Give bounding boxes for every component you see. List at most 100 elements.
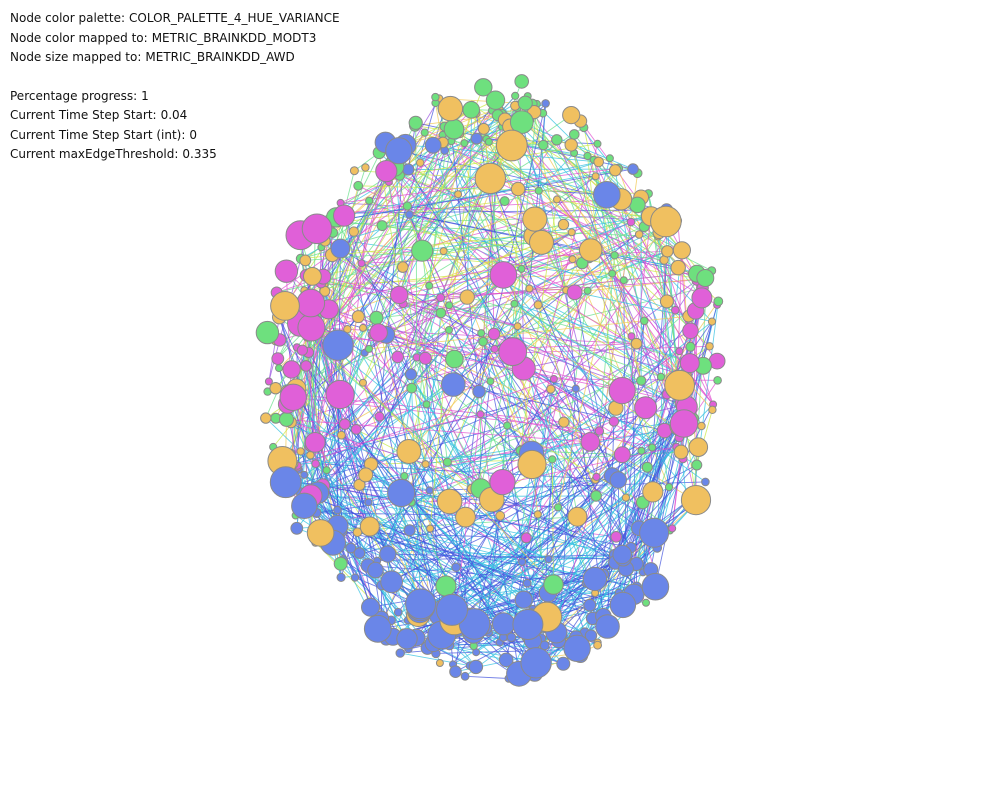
graph-node [634, 396, 658, 420]
info-spacer [10, 69, 340, 88]
graph-node [484, 137, 493, 146]
progress-value: 1 [141, 88, 149, 103]
graph-node [406, 382, 418, 394]
graph-edge [382, 225, 659, 237]
graph-edge [378, 152, 427, 465]
graph-node [363, 614, 392, 643]
graph-node [640, 316, 649, 326]
graph-node [549, 375, 558, 383]
graph-node [431, 92, 440, 102]
graph-edge [617, 398, 682, 453]
graph-node [445, 301, 454, 310]
graph-node [543, 574, 564, 595]
graph-edge [376, 463, 427, 561]
graph-node [583, 598, 597, 612]
graph-edge [385, 334, 440, 623]
graph-edge [449, 304, 662, 378]
graph-node [426, 524, 435, 533]
graph-node [533, 300, 543, 310]
graph-edge [454, 497, 627, 621]
graph-node [291, 492, 318, 519]
graph-edge [466, 296, 597, 497]
graph-edge [449, 640, 533, 647]
graph-edge [514, 95, 691, 332]
graph-node [608, 269, 617, 278]
graph-node [609, 471, 627, 489]
graph-node [489, 469, 516, 496]
graph-node [544, 555, 553, 564]
graph-node [548, 455, 557, 464]
graph-edge [292, 126, 445, 398]
graph-node [568, 255, 577, 264]
graph-node [333, 204, 356, 227]
graph-edge [526, 119, 645, 322]
graph-node [282, 360, 301, 379]
graph-edge [587, 277, 706, 292]
graph-node [361, 597, 380, 617]
graph-node [661, 245, 674, 258]
graph-edge [447, 330, 691, 463]
graph-edge [502, 280, 682, 376]
graph-edge [337, 327, 364, 526]
graph-node [691, 287, 713, 309]
graph-edge [362, 382, 430, 491]
graph-edge [435, 102, 615, 256]
graph-edge [404, 448, 521, 477]
graph-node [517, 264, 526, 273]
graph-edge [438, 98, 552, 390]
graph-node [476, 410, 485, 419]
graph-edge [480, 332, 632, 548]
graph-node [297, 313, 326, 342]
graph-edge [336, 248, 341, 511]
graph-node [306, 519, 335, 547]
graph-edge [478, 103, 547, 392]
graph-edge [356, 368, 524, 430]
graph-node [361, 163, 370, 172]
graph-node [379, 545, 397, 563]
progress-label: Percentage progress: [10, 88, 138, 103]
graph-node [416, 158, 425, 167]
graph-edge [485, 459, 553, 628]
graph-node [477, 122, 490, 135]
graph-node [701, 477, 710, 487]
graph-node [405, 588, 437, 620]
graph-node [349, 166, 359, 176]
graph-node [411, 239, 434, 262]
graph-node [506, 632, 517, 642]
graph-node [609, 591, 637, 619]
graph-node [610, 251, 619, 260]
palette-label: Node color palette: [10, 11, 126, 25]
graph-node [610, 531, 623, 543]
graph-node [365, 344, 373, 353]
graph-node [421, 460, 430, 469]
graph-node [672, 241, 692, 260]
graph-node [260, 412, 272, 424]
graph-edge [489, 178, 522, 270]
graph-node [369, 310, 384, 325]
graph-edge [496, 209, 666, 272]
graph-node [311, 459, 320, 469]
progress-row: Percentage progress: 1 [10, 88, 340, 108]
graph-edge [557, 273, 613, 508]
graph-edge [440, 139, 558, 298]
color-map-value: METRIC_BRAINKDD_MODT3 [151, 30, 317, 45]
graph-edge [265, 417, 481, 489]
graph-node [669, 409, 699, 438]
graph-node [353, 547, 366, 559]
graph-edge [528, 103, 547, 289]
graph-node [264, 377, 273, 386]
graph-node [512, 609, 544, 640]
graph-node [495, 129, 528, 162]
graph-node [584, 629, 598, 642]
graph-node [402, 201, 412, 211]
graph-edge [265, 417, 591, 443]
graph-edge [305, 365, 443, 615]
graph-node [445, 326, 453, 334]
graph-edge [299, 352, 366, 493]
graph-edge [537, 304, 597, 497]
graph-node [637, 446, 646, 455]
graph-node [374, 411, 385, 422]
graph-node [612, 544, 633, 565]
graph-edge [368, 109, 501, 350]
